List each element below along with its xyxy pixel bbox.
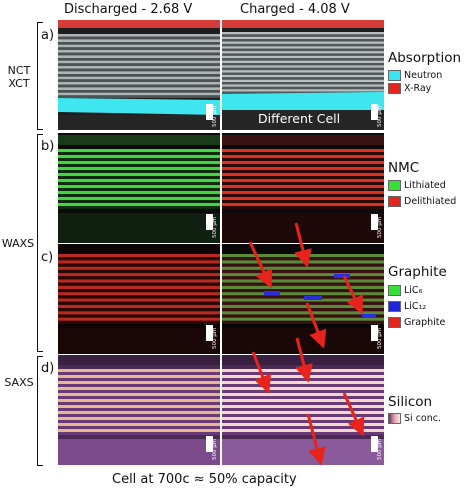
bracket-saxs [37, 356, 43, 466]
legend-item-si-conc: Si conc. [388, 413, 441, 424]
legend-swatch-graphite [388, 317, 401, 328]
scale-bar-d-right [371, 436, 378, 452]
scale-bar-c-right [371, 325, 378, 341]
nmc-image-charged [222, 133, 384, 243]
scale-label-a-right: 500 µm [377, 105, 383, 127]
legend-title-silicon: Silicon [388, 394, 433, 410]
scale-bar-a-right [371, 104, 378, 120]
graphite-image-discharged [58, 244, 220, 354]
feature-arrows [248, 222, 365, 466]
legend-item-lithiated: Lithiated [388, 180, 446, 191]
legend-item-xray: X-Ray [388, 83, 431, 94]
panel-b-charged [222, 133, 384, 243]
nmc-image-discharged [58, 133, 220, 243]
scale-bar-a-left [206, 104, 213, 120]
figure-caption: Cell at 700c ≈ 50% capacity [112, 472, 297, 487]
scale-bar-b-left [206, 214, 213, 230]
legend-swatch-delithiated [388, 196, 401, 207]
scale-bar-c-left [206, 325, 213, 341]
legend-swatch-lic12 [388, 301, 401, 312]
scale-label-b-left: 500 µm [212, 216, 218, 238]
panel-d-discharged [58, 355, 220, 465]
charged-title: Charged - 4.08 V [240, 2, 350, 17]
legend-title-absorption: Absorption [388, 50, 462, 66]
legend-item-lic6: LiC₆ [388, 285, 422, 296]
panel-label-b: b) [41, 139, 55, 154]
legend-item-lic12: LiC₁₂ [388, 301, 426, 312]
scale-label-d-right: 500 µm [377, 438, 383, 460]
legend-title-nmc: NMC [388, 160, 420, 176]
scale-label-d-left: 500 µm [212, 438, 218, 460]
scale-bar-b-right [371, 214, 378, 230]
bracket-imaging [37, 22, 43, 130]
group-label-nct-xct: NCT XCT [7, 64, 31, 90]
legend-item-graphite: Graphite [388, 317, 445, 328]
panel-a-charged [222, 20, 384, 130]
scale-label-b-right: 500 µm [377, 216, 383, 238]
panel-label-d: d) [41, 361, 55, 376]
silicon-image-discharged [58, 355, 220, 465]
legend-swatch-lic6 [388, 285, 401, 296]
legend-title-graphite: Graphite [388, 264, 447, 280]
legend-swatch-neutron [388, 70, 401, 81]
panel-label-a: a) [41, 28, 55, 43]
scale-label-a-left: 500 µm [212, 105, 218, 127]
absorption-image-charged [222, 20, 384, 130]
legend-item-delithiated: Delithiated [388, 196, 456, 207]
scale-bar-d-left [206, 436, 213, 452]
panel-a-discharged [58, 20, 220, 130]
legend-swatch-lithiated [388, 180, 401, 191]
different-cell-note: Different Cell [258, 111, 341, 126]
legend-item-neutron: Neutron [388, 70, 442, 81]
panel-label-c: c) [41, 250, 54, 265]
legend-swatch-xray [388, 83, 401, 94]
absorption-image-discharged [58, 20, 220, 130]
legend-swatch-si-conc [388, 413, 401, 424]
discharged-title: Discharged - 2.68 V [64, 2, 193, 17]
scale-label-c-left: 500 µm [212, 327, 218, 349]
panel-b-discharged [58, 133, 220, 243]
group-label-saxs: SAXS [4, 376, 34, 389]
group-label-waxs: WAXS [1, 237, 35, 250]
scale-label-c-right: 500 µm [377, 327, 383, 349]
panel-c-discharged [58, 244, 220, 354]
bracket-waxs [37, 134, 43, 352]
